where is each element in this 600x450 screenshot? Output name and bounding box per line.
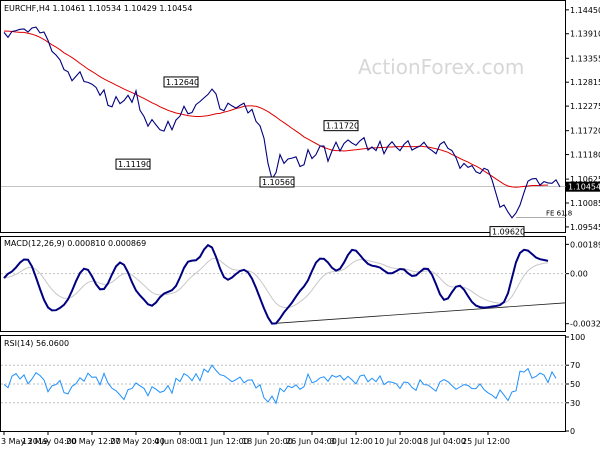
macd-layer — [3, 243, 549, 325]
price-line — [3, 26, 561, 219]
y-tick-label-price: 1.12275 — [570, 102, 600, 111]
x-tick-label: 10 Jul 20:00 — [374, 437, 422, 446]
rsi-axis: 100 70 50 30 0 — [566, 333, 585, 436]
y-tick-label-price: 1.14450 — [570, 6, 600, 15]
x-tick-label: 25 Jul 12:00 — [462, 437, 510, 446]
last-price-box — [566, 181, 600, 192]
y-tick-label-rsi: 70 — [570, 361, 580, 370]
x-tick-label: 3 May 2019 — [1, 437, 48, 446]
price-layer — [3, 26, 561, 219]
y-tick-label-price: 1.11180 — [570, 151, 600, 160]
y-tick-label-macd: 0.00 — [570, 270, 588, 279]
x-tick-label: 13 May 04:00 — [22, 437, 77, 446]
sma-line — [4, 30, 548, 188]
y-tick-label-rsi: 0 — [570, 427, 575, 436]
rsi-title: RSI(14) 56.0600 — [4, 339, 69, 348]
macd-title: MACD(12,26,9) 0.000810 0.000869 — [4, 239, 146, 248]
y-tick-label-price: 1.13910 — [570, 30, 600, 39]
annotation-label: 1.10560 — [262, 178, 295, 187]
watermark: ActionForex.com — [358, 55, 524, 79]
y-tick-label-macd: 0.001891 — [570, 240, 600, 249]
y-tick-label-price: 1.10625 — [570, 175, 600, 184]
macd-trendline — [271, 302, 567, 324]
y-tick-label-price: 1.09545 — [570, 223, 600, 232]
annotation-box — [259, 176, 295, 188]
y-tick-label-price: 1.11720 — [570, 127, 600, 136]
x-tick-label: 20 May 12:00 — [66, 437, 121, 446]
macd-axis: 0.001891 0.00 -0.003228 — [566, 240, 600, 329]
annotation-label: 1.09620 — [492, 228, 525, 237]
annotation-layer: 1.12640 1.11190 1.11720 1.10560 1.09620 FE 61… — [115, 76, 572, 238]
annotation-label: 1.11190 — [118, 160, 151, 169]
x-tick-label: 27 May 20:00 — [110, 437, 165, 446]
y-tick-label-rsi: 30 — [570, 399, 580, 408]
annotation-box — [163, 76, 199, 88]
fe-label: FE 61.8 — [546, 209, 572, 217]
y-tick-label-price: 1.10085 — [570, 199, 600, 208]
macd-line — [3, 243, 549, 325]
x-tick-label: 18 Jul 04:00 — [418, 437, 466, 446]
y-tick-label-macd: -0.003228 — [570, 320, 600, 329]
rsi-layer — [3, 364, 557, 405]
y-tick-label-rsi: 100 — [570, 333, 585, 342]
price-axis: 1.14450 1.13910 1.13355 1.12815 1.12275 1.117… — [566, 6, 600, 232]
annotation-box — [489, 226, 525, 238]
annotation-box — [115, 158, 151, 170]
annotation-label: 1.12640 — [166, 78, 199, 87]
y-tick-label-price: 1.13355 — [570, 54, 600, 63]
y-tick-label-rsi: 50 — [570, 380, 580, 389]
annotation-label: 1.11720 — [326, 122, 359, 131]
macd-grid — [1, 273, 567, 324]
x-tick-label: 11 Jun 12:00 — [198, 437, 249, 446]
last-price-label: 1.10454 — [568, 183, 600, 192]
price-panel — [0, 0, 566, 233]
sma-layer — [4, 30, 548, 188]
y-tick-label-price: 1.12815 — [570, 78, 600, 87]
x-tick-label: 4 Jun 08:00 — [154, 437, 200, 446]
x-tick-label: 3 Jul 12:00 — [330, 437, 373, 446]
annotation-box — [323, 120, 359, 132]
x-tick-label: 26 Jun 04:00 — [286, 437, 337, 446]
rsi-line — [3, 364, 557, 405]
x-tick-label: 18 Jun 20:00 — [242, 437, 293, 446]
price-title: EURCHF,H4 1.10461 1.10534 1.10429 1.1045… — [4, 4, 192, 13]
